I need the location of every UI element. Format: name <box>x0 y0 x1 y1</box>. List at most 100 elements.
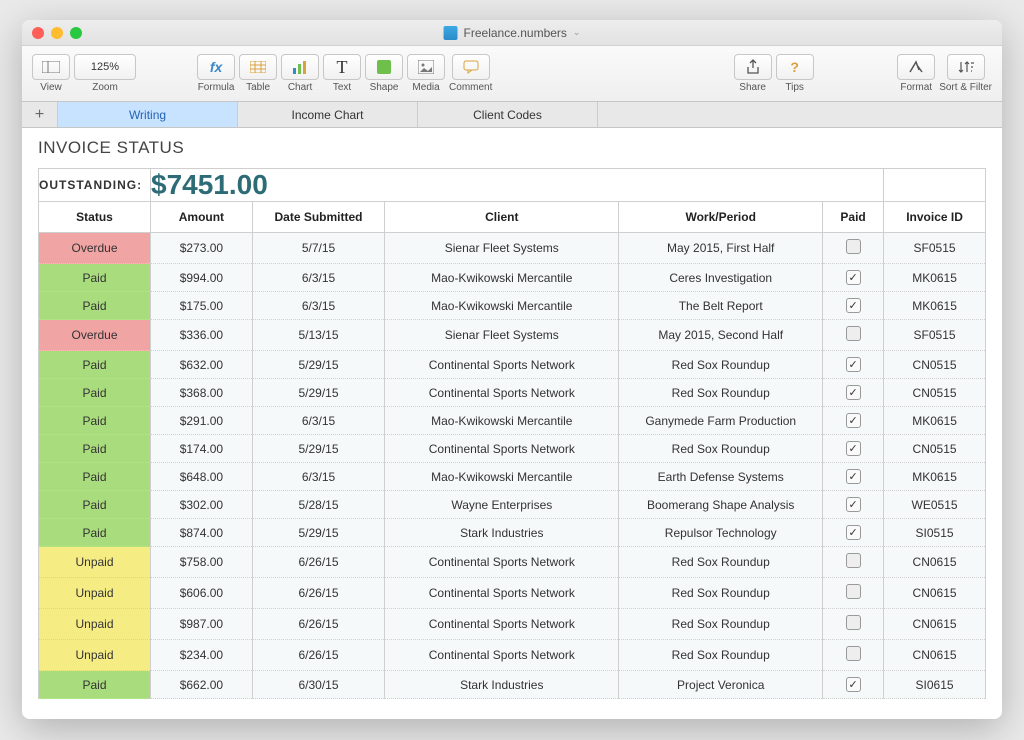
column-header[interactable]: Client <box>385 202 619 233</box>
paid-checkbox[interactable] <box>846 239 861 254</box>
period-cell: Red Sox Roundup <box>619 547 823 578</box>
amount-cell: $758.00 <box>151 547 253 578</box>
chart-button[interactable]: Chart <box>281 54 319 93</box>
paid-checkbox[interactable] <box>846 584 861 599</box>
date-cell: 6/26/15 <box>252 609 384 640</box>
status-cell: Paid <box>39 519 151 547</box>
amount-cell: $606.00 <box>151 578 253 609</box>
maximize-icon[interactable] <box>70 27 82 39</box>
minimize-icon[interactable] <box>51 27 63 39</box>
paid-cell: ✓ <box>823 351 884 379</box>
table-row[interactable]: Overdue$336.005/13/15Sienar Fleet System… <box>39 320 986 351</box>
column-header[interactable]: Amount <box>151 202 253 233</box>
table-row[interactable]: Paid$632.005/29/15Continental Sports Net… <box>39 351 986 379</box>
column-header[interactable]: Status <box>39 202 151 233</box>
paid-cell <box>823 547 884 578</box>
invoice-id-cell: MK0615 <box>884 407 986 435</box>
amount-cell: $234.00 <box>151 640 253 671</box>
text-button[interactable]: T Text <box>323 54 361 93</box>
paid-checkbox[interactable]: ✓ <box>846 270 861 285</box>
period-cell: May 2015, Second Half <box>619 320 823 351</box>
column-header[interactable]: Invoice ID <box>884 202 986 233</box>
invoice-id-cell: SI0615 <box>884 671 986 699</box>
comment-button[interactable]: Comment <box>449 54 492 93</box>
column-header[interactable]: Paid <box>823 202 884 233</box>
client-cell: Mao-Kwikowski Mercantile <box>385 264 619 292</box>
status-cell: Paid <box>39 435 151 463</box>
paid-checkbox[interactable]: ✓ <box>846 469 861 484</box>
status-cell: Unpaid <box>39 640 151 671</box>
amount-cell: $174.00 <box>151 435 253 463</box>
client-cell: Sienar Fleet Systems <box>385 233 619 264</box>
period-cell: Project Veronica <box>619 671 823 699</box>
paid-checkbox[interactable]: ✓ <box>846 677 861 692</box>
table-row[interactable]: Paid$368.005/29/15Continental Sports Net… <box>39 379 986 407</box>
table-row[interactable]: Paid$174.005/29/15Continental Sports Net… <box>39 435 986 463</box>
table-row[interactable]: Unpaid$987.006/26/15Continental Sports N… <box>39 609 986 640</box>
sheet-tab[interactable]: Client Codes <box>418 102 598 127</box>
paid-checkbox[interactable]: ✓ <box>846 385 861 400</box>
period-cell: Red Sox Roundup <box>619 435 823 463</box>
period-cell: Earth Defense Systems <box>619 463 823 491</box>
paid-cell: ✓ <box>823 379 884 407</box>
zoom-button[interactable]: 125% Zoom <box>74 54 136 93</box>
tips-button[interactable]: ? Tips <box>776 54 814 93</box>
share-button[interactable]: Share <box>734 54 772 93</box>
add-sheet-button[interactable]: + <box>22 102 58 127</box>
paid-checkbox[interactable]: ✓ <box>846 525 861 540</box>
paid-checkbox[interactable]: ✓ <box>846 357 861 372</box>
invoice-id-cell: WE0515 <box>884 491 986 519</box>
table-row[interactable]: Unpaid$234.006/26/15Continental Sports N… <box>39 640 986 671</box>
paid-checkbox[interactable] <box>846 646 861 661</box>
table-row[interactable]: Overdue$273.005/7/15Sienar Fleet Systems… <box>39 233 986 264</box>
date-cell: 6/3/15 <box>252 407 384 435</box>
amount-cell: $994.00 <box>151 264 253 292</box>
column-header[interactable]: Date Submitted <box>252 202 384 233</box>
paid-checkbox[interactable] <box>846 553 861 568</box>
format-button[interactable]: Format <box>897 54 935 93</box>
amount-cell: $291.00 <box>151 407 253 435</box>
column-header[interactable]: Work/Period <box>619 202 823 233</box>
chevron-down-icon[interactable]: ⌄ <box>573 27 581 38</box>
paid-checkbox[interactable]: ✓ <box>846 298 861 313</box>
sheet-tab[interactable]: Income Chart <box>238 102 418 127</box>
paid-cell: ✓ <box>823 491 884 519</box>
table-row[interactable]: Paid$662.006/30/15Stark IndustriesProjec… <box>39 671 986 699</box>
table-row[interactable]: Paid$648.006/3/15Mao-Kwikowski Mercantil… <box>39 463 986 491</box>
amount-cell: $336.00 <box>151 320 253 351</box>
invoice-table: OUTSTANDING: $7451.00 StatusAmountDate S… <box>38 168 986 699</box>
sheet-tab[interactable]: Writing <box>58 102 238 127</box>
status-cell: Paid <box>39 407 151 435</box>
table-row[interactable]: Paid$874.005/29/15Stark IndustriesRepuls… <box>39 519 986 547</box>
toolbar: View 125% Zoom fx Formula Table Chart T <box>22 46 1002 102</box>
paid-checkbox[interactable] <box>846 615 861 630</box>
amount-cell: $874.00 <box>151 519 253 547</box>
formula-button[interactable]: fx Formula <box>197 54 235 93</box>
period-cell: May 2015, First Half <box>619 233 823 264</box>
table-row[interactable]: Paid$994.006/3/15Mao-Kwikowski Mercantil… <box>39 264 986 292</box>
sheet-tabs: + WritingIncome ChartClient Codes <box>22 102 1002 128</box>
table-row[interactable]: Unpaid$606.006/26/15Continental Sports N… <box>39 578 986 609</box>
view-button[interactable]: View <box>32 54 70 93</box>
media-button[interactable]: Media <box>407 54 445 93</box>
shape-icon <box>377 60 391 74</box>
table-row[interactable]: Paid$302.005/28/15Wayne EnterprisesBoome… <box>39 491 986 519</box>
table-row[interactable]: Paid$291.006/3/15Mao-Kwikowski Mercantil… <box>39 407 986 435</box>
paid-cell: ✓ <box>823 463 884 491</box>
period-cell: Red Sox Roundup <box>619 578 823 609</box>
paid-checkbox[interactable]: ✓ <box>846 497 861 512</box>
comment-icon <box>463 60 479 74</box>
table-button[interactable]: Table <box>239 54 277 93</box>
table-row[interactable]: Paid$175.006/3/15Mao-Kwikowski Mercantil… <box>39 292 986 320</box>
paid-checkbox[interactable]: ✓ <box>846 413 861 428</box>
paid-checkbox[interactable]: ✓ <box>846 441 861 456</box>
sort-filter-button[interactable]: Sort & Filter <box>939 54 992 93</box>
shape-button[interactable]: Shape <box>365 54 403 93</box>
status-cell: Unpaid <box>39 578 151 609</box>
view-icon <box>42 61 60 73</box>
paid-checkbox[interactable] <box>846 326 861 341</box>
paid-cell <box>823 320 884 351</box>
table-row[interactable]: Unpaid$758.006/26/15Continental Sports N… <box>39 547 986 578</box>
invoice-id-cell: CN0515 <box>884 435 986 463</box>
close-icon[interactable] <box>32 27 44 39</box>
